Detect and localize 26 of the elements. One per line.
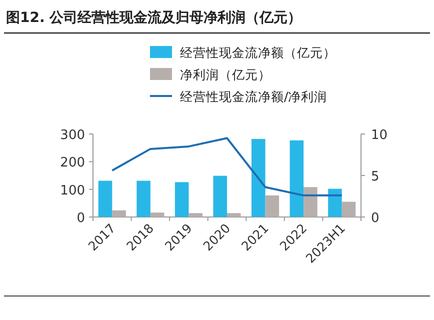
y-tick-label: 300 <box>60 128 85 143</box>
bar <box>342 202 356 217</box>
bar <box>150 212 164 217</box>
y-tick-label: 0 <box>76 211 85 226</box>
legend-label: 净利润（亿元） <box>180 67 271 82</box>
bar <box>112 210 126 217</box>
bar <box>227 213 241 217</box>
bar <box>265 195 280 217</box>
bar <box>98 180 112 217</box>
legend-label: 经营性现金流净额（亿元） <box>180 45 336 60</box>
chart-title: 图12. 公司经营性现金流及归母净利润（亿元） <box>6 9 302 26</box>
y-tick-label: 200 <box>60 156 85 171</box>
bar <box>188 213 202 217</box>
bar <box>290 140 304 217</box>
line-series <box>111 137 343 196</box>
y-tick-label: 100 <box>60 183 85 198</box>
bar <box>304 187 318 217</box>
bar <box>136 180 150 217</box>
y2-tick-label: 10 <box>371 128 388 143</box>
bar <box>174 182 189 217</box>
bar <box>252 138 266 217</box>
y2-tick-label: 5 <box>371 170 380 184</box>
legend-label: 经营性现金流净额/净利润 <box>180 89 328 104</box>
bar <box>328 188 342 217</box>
y2-tick-label: 0 <box>371 211 380 226</box>
bar <box>213 176 227 217</box>
